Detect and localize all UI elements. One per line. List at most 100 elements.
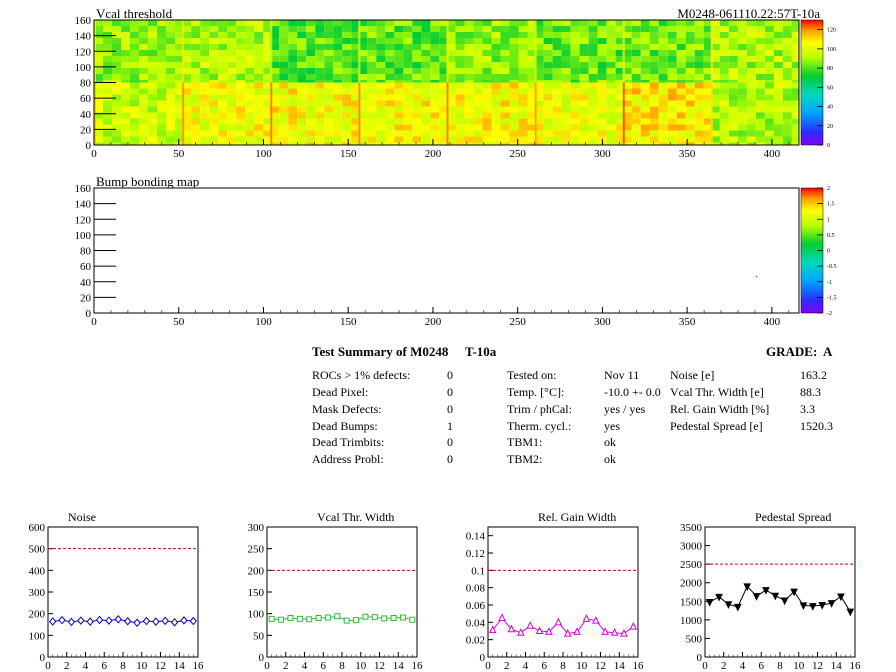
heatmap-cell <box>279 112 289 119</box>
heatmap-cell <box>324 94 334 101</box>
heatmap-cell <box>719 142 729 145</box>
heatmap-cell <box>649 26 659 32</box>
defect-value: 0 <box>447 452 453 466</box>
heatmap-cell <box>103 88 112 95</box>
heatmap-cell <box>561 82 571 89</box>
roc-edge <box>270 20 273 83</box>
heatmap-cell <box>333 20 343 26</box>
heatmap-cell <box>236 124 246 131</box>
heatmap-cell <box>597 38 607 44</box>
heatmap-cell <box>791 44 800 50</box>
heatmap-cell <box>588 130 598 137</box>
data-point <box>353 617 360 624</box>
heatmap-cell <box>482 142 492 145</box>
heatmap-cell <box>218 74 228 80</box>
heatmap-cell <box>166 68 175 74</box>
chart-title: Noise <box>68 510 96 524</box>
heatmap-cell <box>710 26 720 32</box>
heatmap-cell <box>288 142 298 145</box>
heatmap-cell <box>606 26 616 32</box>
heatmap-cell <box>737 112 747 119</box>
heatmap-cell <box>166 112 175 119</box>
heatmap-cell <box>175 130 183 137</box>
heatmap-cell <box>139 32 148 38</box>
heatmap-cell <box>552 130 562 137</box>
heatmap-cell <box>579 44 589 50</box>
heatmap-cell <box>218 62 228 68</box>
heatmap-cell <box>139 26 148 32</box>
heatmap-cell <box>640 74 650 80</box>
heatmap-cell <box>579 68 589 74</box>
heatmap-cell <box>200 112 210 119</box>
heatmap-cell <box>622 124 632 131</box>
heatmap-cell <box>570 38 580 44</box>
heatmap-cell <box>358 56 368 62</box>
heatmap-cell <box>570 82 580 89</box>
heatmap-cell <box>412 44 422 50</box>
y-tick-label: 0.12 <box>466 548 485 560</box>
heatmap-cell <box>570 94 580 101</box>
heatmap-cell <box>694 100 704 107</box>
heatmap-cell <box>112 136 121 143</box>
heatmap-cell <box>297 26 307 32</box>
heatmap-cell <box>412 32 422 38</box>
heatmap-cell <box>710 88 720 95</box>
heatmap-cell <box>464 74 474 80</box>
heatmap-cell <box>103 136 112 143</box>
heatmap-cell <box>130 50 139 56</box>
heatmap-cell <box>482 74 492 80</box>
heatmap-cell <box>430 38 440 44</box>
heatmap-cell <box>482 112 492 119</box>
heatmap-cell <box>455 130 465 137</box>
heatmap-cell <box>464 56 474 62</box>
heatmap-cell <box>455 44 465 50</box>
heatmap-cell <box>148 68 157 74</box>
defect-value: 0 <box>447 402 453 416</box>
heatmap-cell <box>640 62 650 68</box>
heatmap-cell <box>130 38 139 44</box>
heatmap-cell <box>439 32 447 38</box>
heatmap-cell <box>394 38 404 44</box>
y-tick-label: 0.14 <box>466 531 486 543</box>
y-tick-label: 100 <box>29 630 46 642</box>
heatmap-cell <box>209 112 219 119</box>
heatmap-cell <box>446 88 456 95</box>
heatmap-cell <box>139 38 148 44</box>
heatmap-cell <box>315 56 325 62</box>
heatmap-cell <box>376 32 386 38</box>
heatmap-cell <box>333 74 343 80</box>
heatmap-cell <box>491 26 501 32</box>
heatmap-cell <box>191 62 201 68</box>
heatmap-cell <box>773 80 783 83</box>
heatmap-cell <box>518 118 528 125</box>
heatmap-cell <box>358 94 368 101</box>
summary-test-tag: T-10a <box>465 344 497 359</box>
heatmap-cell <box>728 136 738 143</box>
heatmap-cell <box>755 32 765 38</box>
heatmap-cell <box>588 38 598 44</box>
heatmap-cell <box>649 68 659 74</box>
heatmap-cell <box>615 106 623 113</box>
heatmap-cell <box>191 20 201 26</box>
heatmap-cell <box>403 130 413 137</box>
heatmap-cell <box>622 130 632 137</box>
heatmap-cell <box>719 88 729 95</box>
heatmap-cell <box>315 130 325 137</box>
heatmap-cell <box>649 38 659 44</box>
heatmap-cell <box>500 26 510 32</box>
heatmap-cell <box>570 68 580 74</box>
heatmap-cell <box>209 94 219 101</box>
heatmap-cell <box>658 118 668 125</box>
heatmap-cell <box>236 26 246 32</box>
heatmap-cell <box>561 74 571 80</box>
data-point <box>573 627 581 635</box>
heatmap-cell <box>227 38 237 44</box>
heatmap-cell <box>588 44 598 50</box>
heatmap-cell <box>782 124 792 131</box>
heatmap-cell <box>755 142 765 145</box>
heatmap-cell <box>139 74 148 80</box>
heatmap-cell <box>254 118 264 125</box>
roc-edge <box>446 20 449 83</box>
heatmap-cell <box>342 100 352 107</box>
heatmap-cell <box>552 26 562 32</box>
